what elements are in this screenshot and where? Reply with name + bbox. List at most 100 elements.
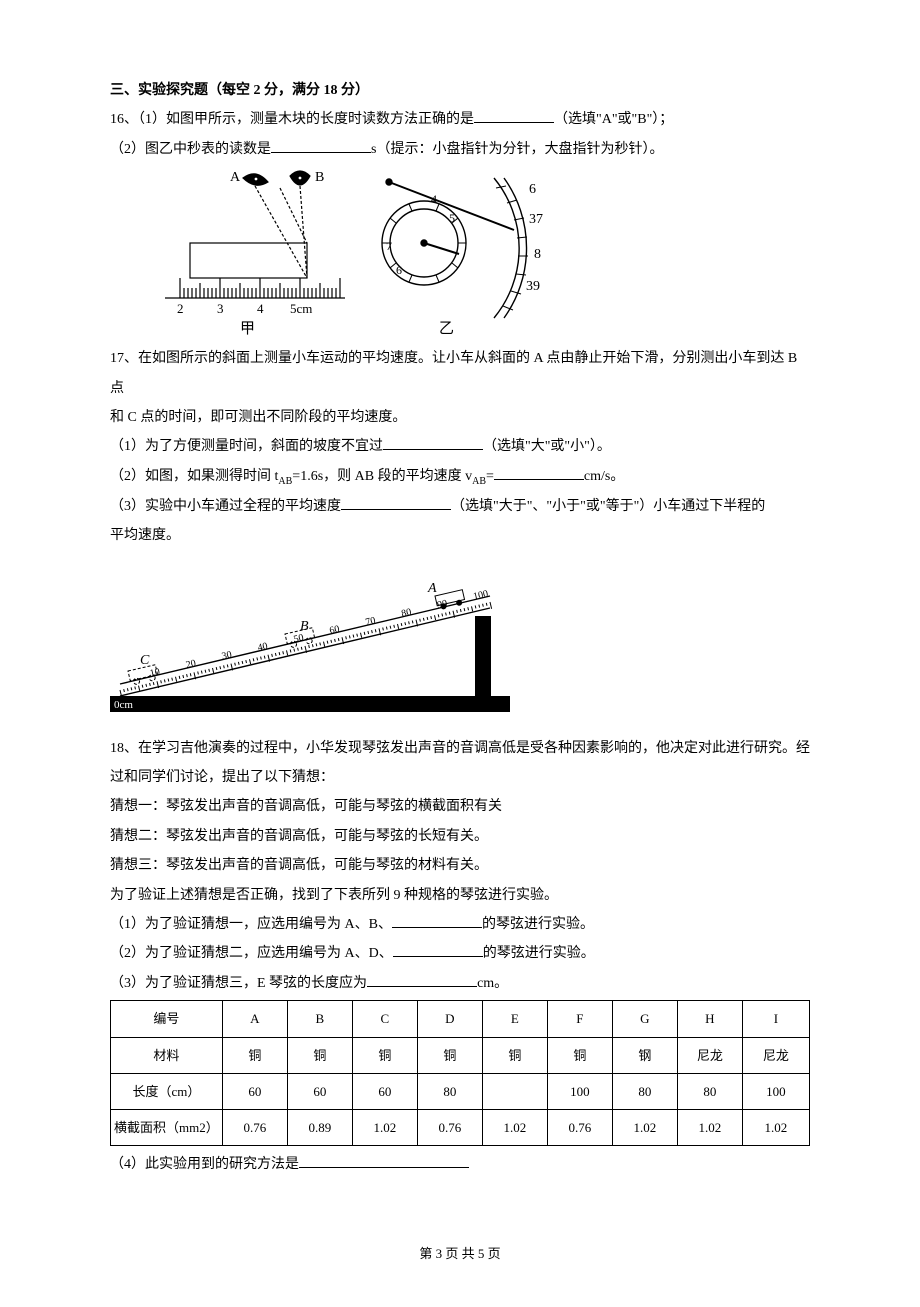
table-cell: 60 xyxy=(352,1073,417,1109)
q18-p1: （1）为了验证猜想一，应选用编号为 A、B、 的琴弦进行实验。 xyxy=(110,910,810,939)
table-cell: 80 xyxy=(677,1073,742,1109)
table-cell: 80 xyxy=(612,1073,677,1109)
q17-p3-a: （3）实验中小车通过全程的平均速度 xyxy=(110,499,341,514)
table-cell: 横截面积（mm2） xyxy=(111,1110,223,1146)
q18-intro2: 过和同学们讨论，提出了以下猜想： xyxy=(110,763,810,792)
q17-figure-wrap: A B C 0cm 102030405060708090100 xyxy=(110,556,810,727)
table-cell: 0.89 xyxy=(287,1110,352,1146)
svg-text:10: 10 xyxy=(149,667,161,680)
table-cell: H xyxy=(677,1001,742,1037)
q16-line1-b: （选填"A"或"B"）； xyxy=(554,112,673,127)
svg-text:40: 40 xyxy=(257,641,269,654)
table-cell: 长度（cm） xyxy=(111,1073,223,1109)
t4: 4 xyxy=(257,301,264,316)
table-cell: 钢 xyxy=(612,1037,677,1073)
q17-p2: （2）如图，如果测得时间 tAB=1.6s，则 AB 段的平均速度 vAB=cm… xyxy=(110,462,810,492)
q18-p1-b: 的琴弦进行实验。 xyxy=(482,917,594,932)
table-cell: 铜 xyxy=(482,1037,547,1073)
table-cell: 100 xyxy=(742,1073,809,1109)
page-footer: 第 3 页 共 5 页 xyxy=(110,1240,810,1267)
sd4: 4 xyxy=(431,192,437,206)
q16-line1-a: 16、（1）如图甲所示，测量木块的长度时读数方法正确的是 xyxy=(110,112,474,127)
stopwatch-figure: 4 5 6 7 6 37 8 39 乙 xyxy=(354,168,554,338)
table-cell: 1.02 xyxy=(482,1110,547,1146)
bd37: 37 xyxy=(529,212,543,227)
table-cell: 60 xyxy=(287,1073,352,1109)
q18-p1-a: （1）为了验证猜想一，应选用编号为 A、B、 xyxy=(110,917,392,932)
table-cell: 0.76 xyxy=(222,1110,287,1146)
t2: 2 xyxy=(177,301,184,316)
table-cell: 尼龙 xyxy=(677,1037,742,1073)
svg-text:50: 50 xyxy=(293,633,305,646)
t5: 5cm xyxy=(290,301,312,316)
sub-ab1: AB xyxy=(278,476,292,487)
q18-g1: 猜想一：琴弦发出声音的音调高低，可能与琴弦的横截面积有关 xyxy=(110,792,810,821)
q17-p1-a: （1）为了方便测量时间，斜面的坡度不宜过 xyxy=(110,439,383,454)
incline-figure: A B C 0cm 102030405060708090100 xyxy=(110,556,510,716)
page: 三、实验探究题（每空 2 分，满分 18 分） 16、（1）如图甲所示，测量木块… xyxy=(0,0,920,1307)
svg-text:100: 100 xyxy=(472,589,489,603)
svg-text:70: 70 xyxy=(364,616,376,629)
q16-figures: A B 2 3 4 5cm 甲 xyxy=(160,168,810,338)
q17-p2-a: （2）如图，如果测得时间 t xyxy=(110,469,278,484)
bd39: 39 xyxy=(526,279,540,294)
table-cell: I xyxy=(742,1001,809,1037)
q18-intro1: 18、在学习吉他演奏的过程中，小华发现琴弦发出声音的音调高低是受各种因素影响的，… xyxy=(110,734,810,763)
incline-labels: 102030405060708090100 xyxy=(149,589,489,680)
blank xyxy=(299,1154,469,1168)
svg-text:80: 80 xyxy=(400,607,412,620)
string-table: 编号ABCDEFGHI材料铜铜铜铜铜铜钢尼龙尼龙长度（cm）6060608010… xyxy=(110,1000,810,1146)
blank xyxy=(474,109,554,123)
table-cell: 尼龙 xyxy=(742,1037,809,1073)
table-cell: 铜 xyxy=(287,1037,352,1073)
bd6: 6 xyxy=(529,182,536,197)
q17-p3-b: （选填"大于"、"小于"或"等于"）小车通过下半程的 xyxy=(451,499,765,514)
table-cell: G xyxy=(612,1001,677,1037)
q16-line2: （2）图乙中秒表的读数是s（提示：小盘指针为分针，大盘指针为秒针）。 xyxy=(110,135,810,164)
q18-p2-b: 的琴弦进行实验。 xyxy=(483,946,595,961)
q17-p1: （1）为了方便测量时间，斜面的坡度不宜过 （选填"大"或"小"）。 xyxy=(110,432,810,461)
table-cell: 铜 xyxy=(352,1037,417,1073)
bd8: 8 xyxy=(534,247,541,262)
q17-p2-mid: =1.6s，则 AB 段的平均速度 v xyxy=(292,469,472,484)
q17-p2-b: cm/s。 xyxy=(584,469,624,484)
table-cell: 1.02 xyxy=(742,1110,809,1146)
caption-jia: 甲 xyxy=(240,321,255,337)
blank xyxy=(393,943,483,957)
q16-line2-a: （2）图乙中秒表的读数是 xyxy=(110,142,271,157)
q17-p1-b: （选填"大"或"小"）。 xyxy=(483,439,611,454)
table-cell: 100 xyxy=(547,1073,612,1109)
svg-text:90: 90 xyxy=(436,598,448,611)
table-cell: 材料 xyxy=(111,1037,223,1073)
table-cell: B xyxy=(287,1001,352,1037)
label-A: A xyxy=(427,581,437,596)
table-cell: 1.02 xyxy=(612,1110,677,1146)
table-cell: 0.76 xyxy=(547,1110,612,1146)
q18-p4: （4）此实验用到的研究方法是 xyxy=(110,1150,810,1179)
q17-intro2: 和 C 点的时间，即可测出不同阶段的平均速度。 xyxy=(110,403,810,432)
table-cell: 60 xyxy=(222,1073,287,1109)
blank xyxy=(383,436,483,450)
label-0cm: 0cm xyxy=(114,699,133,711)
q17-p2-eq: = xyxy=(486,469,494,484)
blank xyxy=(341,496,451,510)
table-cell: 铜 xyxy=(547,1037,612,1073)
q18-p3-a: （3）为了验证猜想三，E 琴弦的长度应为 xyxy=(110,976,367,991)
blank xyxy=(367,973,477,987)
q18-p2-a: （2）为了验证猜想二，应选用编号为 A、D、 xyxy=(110,946,393,961)
table-cell: 编号 xyxy=(111,1001,223,1037)
blank xyxy=(271,139,371,153)
table-cell: E xyxy=(482,1001,547,1037)
q17-p3: （3）实验中小车通过全程的平均速度 （选填"大于"、"小于"或"等于"）小车通过下… xyxy=(110,492,810,521)
blank xyxy=(494,466,584,480)
q18-intro3: 为了验证上述猜想是否正确，找到了下表所列 9 种规格的琴弦进行实验。 xyxy=(110,881,810,910)
ruler-figure: A B 2 3 4 5cm 甲 xyxy=(160,168,350,338)
table-cell: 1.02 xyxy=(352,1110,417,1146)
label-b: B xyxy=(315,170,324,185)
svg-text:60: 60 xyxy=(328,624,340,637)
q18-g3: 猜想三：琴弦发出声音的音调高低，可能与琴弦的材料有关。 xyxy=(110,851,810,880)
table-cell: D xyxy=(417,1001,482,1037)
table-cell: F xyxy=(547,1001,612,1037)
blank xyxy=(392,914,482,928)
sd5: 5 xyxy=(449,211,455,225)
